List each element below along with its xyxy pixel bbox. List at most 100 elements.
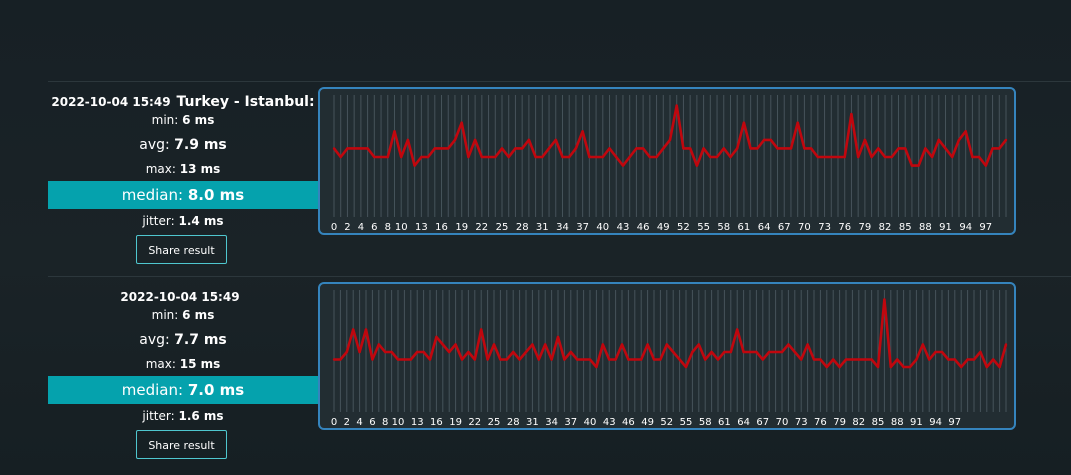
latency-point — [716, 358, 720, 361]
x-tick-label: 82 — [852, 417, 865, 428]
latency-point — [992, 358, 995, 361]
share-result-button[interactable]: Share result — [136, 430, 227, 459]
latency-point — [453, 138, 457, 142]
latency-point — [359, 147, 363, 150]
x-tick-label: 79 — [859, 222, 872, 233]
latency-point — [928, 358, 931, 361]
latency-point — [601, 155, 604, 159]
latency-point — [702, 147, 705, 150]
latency-point — [537, 358, 540, 361]
latency-point — [641, 147, 645, 150]
latency-point — [486, 358, 489, 361]
x-tick-label: 76 — [838, 222, 851, 233]
latency-point — [665, 343, 668, 346]
latency-point — [722, 147, 725, 150]
latency-point — [940, 350, 944, 354]
latency-point — [769, 138, 772, 142]
latency-point — [979, 350, 982, 354]
latency-point — [633, 358, 636, 361]
latency-point — [473, 138, 477, 142]
latency-point — [467, 155, 470, 159]
latency-point — [614, 358, 617, 361]
latency-point — [332, 147, 336, 150]
latency-point — [908, 365, 912, 369]
x-tick-label: 76 — [814, 417, 827, 428]
x-tick-label: 13 — [411, 417, 424, 428]
latency-point — [851, 358, 854, 361]
x-tick-label: 88 — [919, 222, 932, 233]
result-stats: 2022-10-04 15:49 Turkey - Istanbul: min: … — [48, 82, 318, 276]
latency-point — [480, 328, 483, 331]
latency-point — [806, 343, 809, 346]
x-tick-label: 61 — [738, 222, 751, 233]
latency-point — [998, 147, 1001, 150]
latency-point — [678, 358, 681, 361]
share-result-button[interactable]: Share result — [136, 235, 227, 264]
latency-point — [819, 358, 822, 361]
latency-point — [487, 155, 490, 159]
x-tick-label: 19 — [455, 222, 468, 233]
latency-point — [977, 155, 981, 159]
x-tick-label: 73 — [795, 417, 808, 428]
latency-point — [332, 358, 336, 361]
latency-point — [742, 121, 746, 124]
result-header: 2022-10-04 15:49 Turkey - Istanbul: — [48, 91, 318, 110]
median-label: median: — [121, 381, 184, 399]
latency-point — [729, 350, 732, 354]
result-timestamp: 2022-10-04 15:49 — [51, 95, 171, 109]
latency-point — [620, 343, 624, 346]
x-tick-label: 85 — [899, 222, 912, 233]
latency-point — [896, 358, 899, 361]
latency-point — [756, 147, 759, 150]
latency-point — [934, 350, 937, 354]
latency-point — [803, 147, 806, 150]
latency-point — [972, 358, 976, 361]
latency-point — [883, 155, 887, 159]
latency-point — [352, 328, 355, 331]
latency-point — [844, 358, 848, 361]
latency-point — [870, 358, 873, 361]
latency-point — [947, 358, 950, 361]
latency-point — [910, 164, 914, 167]
latency-point — [576, 358, 579, 361]
x-tick-label: 46 — [637, 222, 650, 233]
latency-point — [403, 358, 406, 361]
latency-point — [915, 358, 918, 361]
latency-point — [521, 147, 524, 150]
x-tick-label: 37 — [564, 417, 577, 428]
latency-point — [870, 155, 873, 159]
latency-point — [924, 147, 927, 150]
x-tick-label: 4 — [356, 417, 362, 428]
latency-point — [409, 358, 412, 361]
latency-point — [615, 155, 618, 159]
latency-point — [635, 147, 638, 150]
latency-point — [339, 155, 342, 159]
latency-point — [358, 350, 361, 354]
latency-point — [492, 343, 496, 346]
latency-point — [379, 155, 383, 159]
latency-point — [762, 138, 766, 142]
latency-point — [447, 147, 450, 150]
jitter-label: jitter: — [142, 409, 175, 423]
x-tick-label: 43 — [603, 417, 616, 428]
latency-point — [823, 155, 826, 159]
latency-point — [527, 138, 531, 142]
x-tick-label: 34 — [545, 417, 558, 428]
latency-point — [668, 138, 672, 142]
latency-point — [960, 365, 963, 369]
latency-point — [736, 147, 739, 150]
x-tick-label: 6 — [371, 222, 377, 233]
x-tick-label: 22 — [475, 222, 488, 233]
latency-point — [627, 358, 630, 361]
x-tick-label: 0 — [331, 222, 337, 233]
latency-point — [563, 358, 566, 361]
latency-point — [675, 104, 678, 107]
latency-point — [413, 164, 416, 167]
latency-point — [480, 155, 483, 159]
latency-point — [672, 350, 675, 354]
x-tick-label: 85 — [872, 417, 885, 428]
min-value: 6 ms — [182, 308, 215, 322]
x-tick-label: 52 — [677, 222, 690, 233]
min-label: min: — [151, 308, 179, 322]
latency-point — [966, 358, 969, 361]
